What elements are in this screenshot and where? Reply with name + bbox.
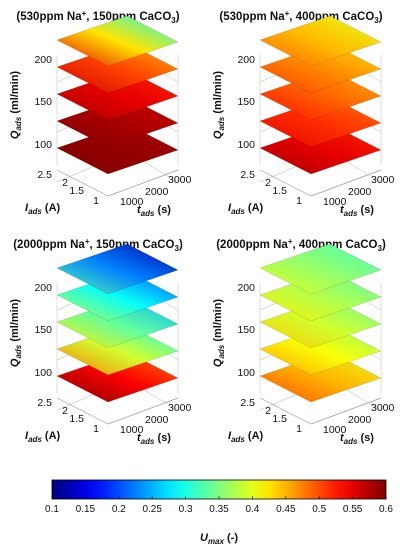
- surface-slices: [56, 243, 179, 403]
- x-axis-label: tads (s): [137, 432, 171, 446]
- z-axis-label: Qads (ml/min): [9, 299, 23, 368]
- x-tick-label: 1000: [120, 424, 144, 436]
- y-tick-label: 1: [296, 423, 302, 435]
- x-axis-label: tads (s): [340, 432, 374, 446]
- y-tick-label: 1.5: [69, 185, 84, 197]
- y-tick-label: 1: [93, 195, 99, 207]
- y-tick-label: 1: [93, 423, 99, 435]
- z-tick-label: 150: [237, 96, 255, 108]
- colorbar-tick-label: 0.3: [179, 504, 193, 515]
- z-axis-label: Qads (ml/min): [212, 299, 226, 368]
- x-tick-label: 3000: [371, 402, 395, 414]
- y-axis-label: Iads (A): [228, 202, 264, 216]
- subplot-2: (530ppm Na+, 400ppm CaCO3) 100 150 200 Qads …: [212, 9, 395, 218]
- surface-slice: [56, 15, 179, 67]
- y-tick-label: 2.5: [240, 397, 255, 409]
- x-tick-label: 2000: [145, 414, 169, 426]
- colorbar-tick-label: 0.35: [209, 504, 229, 515]
- x-tick-label: 3000: [371, 174, 395, 186]
- surface-slices: [259, 243, 382, 403]
- colorbar-tick-label: 0.25: [142, 504, 162, 515]
- z-tick-label: 200: [237, 54, 255, 66]
- colorbar-tick-label: 0.6: [379, 504, 393, 515]
- y-tick-label: 2: [62, 177, 68, 189]
- z-tick-label: 150: [34, 96, 52, 108]
- x-tick-label: 2000: [348, 414, 372, 426]
- subplot-4: (2000ppm Na+, 400ppm CaCO3) 100 150 200 Qads…: [212, 237, 395, 446]
- z-tick-label: 100: [34, 139, 52, 151]
- z-tick-label: 100: [34, 367, 52, 379]
- x-axis-label: tads (s): [340, 204, 374, 218]
- z-axis-label: Qads (ml/min): [212, 71, 226, 140]
- y-tick-label: 1: [296, 195, 302, 207]
- colorbar-tick-label: 0.4: [245, 504, 259, 515]
- subplot-title: (2000ppm Na+, 400ppm CaCO3): [216, 237, 386, 253]
- z-tick-label: 100: [237, 367, 255, 379]
- surface-slice: [259, 243, 382, 295]
- front-axes: [56, 397, 179, 425]
- y-tick-label: 2.5: [240, 169, 255, 181]
- y-tick-label: 2.5: [37, 169, 52, 181]
- y-axis-label: Iads (A): [228, 430, 264, 444]
- colorbar-tick-label: 0.45: [276, 504, 296, 515]
- subplot-title: (2000ppm Na+, 150ppm CaCO3): [13, 237, 183, 253]
- subplot-title: (530ppm Na+, 400ppm CaCO3): [219, 9, 382, 25]
- y-tick-label: 1.5: [272, 185, 287, 197]
- colorbar-tick-label: 0.1: [45, 504, 59, 515]
- z-tick-label: 200: [34, 282, 52, 294]
- y-tick-label: 1.5: [272, 413, 287, 425]
- colorbar-tick-label: 0.15: [76, 504, 96, 515]
- colorbar: 0.1 0.15 0.2 0.25 0.3 0.35 0.4 0.45 0.5 0.55 0.6 U…: [45, 479, 393, 546]
- z-tick-label: 200: [237, 282, 255, 294]
- y-tick-label: 2: [62, 405, 68, 417]
- subplot-3: (2000ppm Na+, 150ppm CaCO3) 100 150 200 Qads…: [9, 237, 192, 446]
- x-tick-label: 3000: [168, 402, 192, 414]
- surface-slice: [56, 243, 179, 295]
- subplot-title: (530ppm Na+, 150ppm CaCO3): [16, 9, 179, 25]
- y-axis-label: Iads (A): [25, 430, 61, 444]
- surface-slices: [56, 15, 179, 175]
- z-tick-label: 100: [237, 139, 255, 151]
- z-tick-label: 150: [34, 324, 52, 336]
- surface-slices: [259, 15, 382, 175]
- y-axis-label: Iads (A): [25, 202, 61, 216]
- front-axes: [56, 169, 179, 197]
- front-axes: [259, 169, 382, 197]
- z-tick-label: 150: [237, 324, 255, 336]
- x-tick-label: 1000: [323, 196, 347, 208]
- z-tick-label: 200: [34, 54, 52, 66]
- z-axis-label: Qads (ml/min): [9, 71, 23, 140]
- colorbar-tick-label: 0.55: [343, 504, 363, 515]
- surface-slice: [259, 15, 382, 67]
- subplot-1: (530ppm Na+, 150ppm CaCO3) 100 150 200 Qads …: [9, 9, 192, 218]
- x-tick-label: 1000: [120, 196, 144, 208]
- x-tick-label: 2000: [348, 186, 372, 198]
- x-tick-label: 1000: [323, 424, 347, 436]
- y-tick-label: 2: [265, 405, 271, 417]
- colorbar-label: Umax (-): [200, 532, 238, 546]
- colorbar-tick-label: 0.5: [312, 504, 326, 515]
- front-axes: [259, 397, 382, 425]
- y-tick-label: 1.5: [69, 413, 84, 425]
- y-tick-label: 2.5: [37, 397, 52, 409]
- x-tick-label: 2000: [145, 186, 169, 198]
- x-axis-label: tads (s): [137, 204, 171, 218]
- x-tick-label: 3000: [168, 174, 192, 186]
- y-tick-label: 2: [265, 177, 271, 189]
- colorbar-tick-label: 0.2: [112, 504, 126, 515]
